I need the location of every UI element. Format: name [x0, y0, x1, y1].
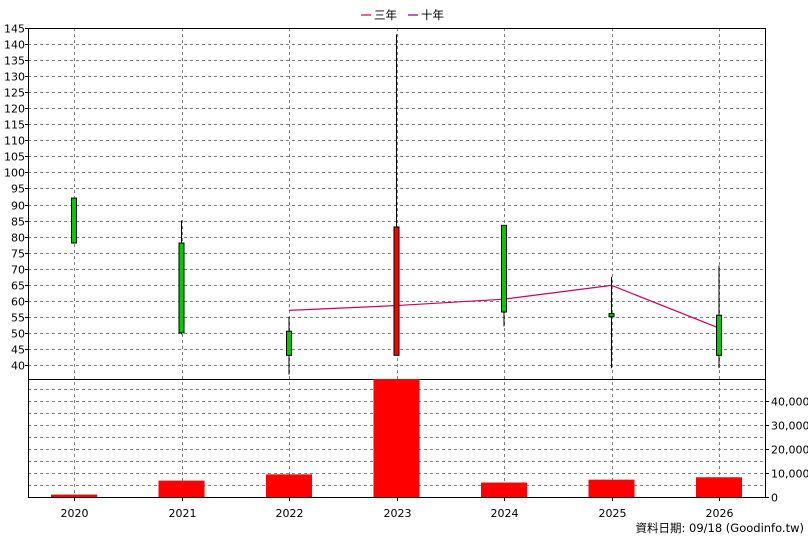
volume-bar	[481, 482, 527, 497]
candle-body	[71, 197, 77, 244]
legend: 三年 十年	[361, 8, 444, 22]
x-tick-label: 2025	[599, 507, 627, 520]
x-tick-label: 2026	[706, 507, 734, 520]
legend-label-ma10: 十年	[421, 8, 444, 22]
volume-tick-label: 10,000	[771, 468, 808, 481]
price-tick-label: 45	[11, 344, 25, 357]
price-tick-label: 100	[4, 167, 25, 180]
volume-bar	[696, 477, 742, 497]
candle-body	[393, 226, 400, 356]
volume-tick-label: 0	[771, 492, 778, 505]
volume-bar	[373, 379, 420, 497]
price-tick-label: 75	[11, 248, 25, 261]
volume-tick-label: 30,000	[771, 420, 808, 433]
x-tick-label: 2020	[61, 507, 89, 520]
price-tick-label: 120	[4, 103, 25, 116]
price-tick-label: 40	[11, 360, 25, 373]
x-tick-label: 2024	[491, 507, 519, 520]
volume-bar	[51, 494, 97, 497]
price-tick-label: 90	[11, 200, 25, 213]
price-tick-label: 50	[11, 328, 25, 341]
price-tick-label: 125	[4, 87, 25, 100]
price-tick-label: 80	[11, 232, 25, 245]
price-tick-label: 115	[4, 119, 25, 132]
x-tick-label: 2023	[384, 507, 412, 520]
x-tick-label: 2021	[169, 507, 197, 520]
price-tick-label: 140	[4, 39, 25, 52]
price-tick-label: 85	[11, 216, 25, 229]
price-tick-label: 105	[4, 151, 25, 164]
x-axis: 2020 2021 2022 2023 2024 2025 2026	[61, 497, 734, 520]
volume-tick-label: 20,000	[771, 444, 808, 457]
volume-bars	[51, 379, 742, 497]
volume-bar	[588, 479, 635, 497]
price-tick-label: 70	[11, 264, 25, 277]
candle-body	[178, 242, 185, 334]
price-tick-label: 110	[4, 135, 25, 148]
volume-bar	[266, 474, 312, 497]
x-tick-label: 2022	[276, 507, 304, 520]
price-tick-label: 60	[11, 296, 25, 309]
candle-body	[501, 224, 507, 313]
volume-axis: 0 10,000 20,000 30,000 40,000	[765, 396, 808, 505]
price-tick-label: 55	[11, 312, 25, 325]
volume-tick-label: 40,000	[771, 396, 808, 409]
price-tick-label: 130	[4, 71, 25, 84]
volume-bar	[158, 480, 205, 497]
legend-label-ma3: 三年	[374, 8, 397, 22]
price-tick-label: 145	[4, 23, 25, 36]
price-tick-label: 135	[4, 55, 25, 68]
price-tick-label: 65	[11, 280, 25, 293]
candle-body	[716, 314, 722, 356]
candles	[71, 34, 722, 375]
data-date-note: 資料日期: 09/18 (Goodinfo.tw)	[635, 521, 804, 535]
price-axis: 40 45 50 55 60 65 70 75 80 85 90 95 100 105 110 115 120 1…	[4, 23, 766, 498]
candle-body	[286, 330, 292, 356]
price-tick-label: 95	[11, 183, 25, 196]
candle-body	[608, 313, 615, 318]
